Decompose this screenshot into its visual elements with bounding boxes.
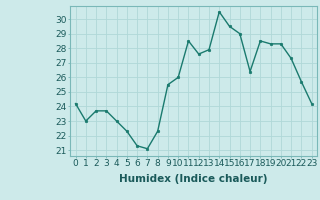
X-axis label: Humidex (Indice chaleur): Humidex (Indice chaleur) — [119, 174, 268, 184]
